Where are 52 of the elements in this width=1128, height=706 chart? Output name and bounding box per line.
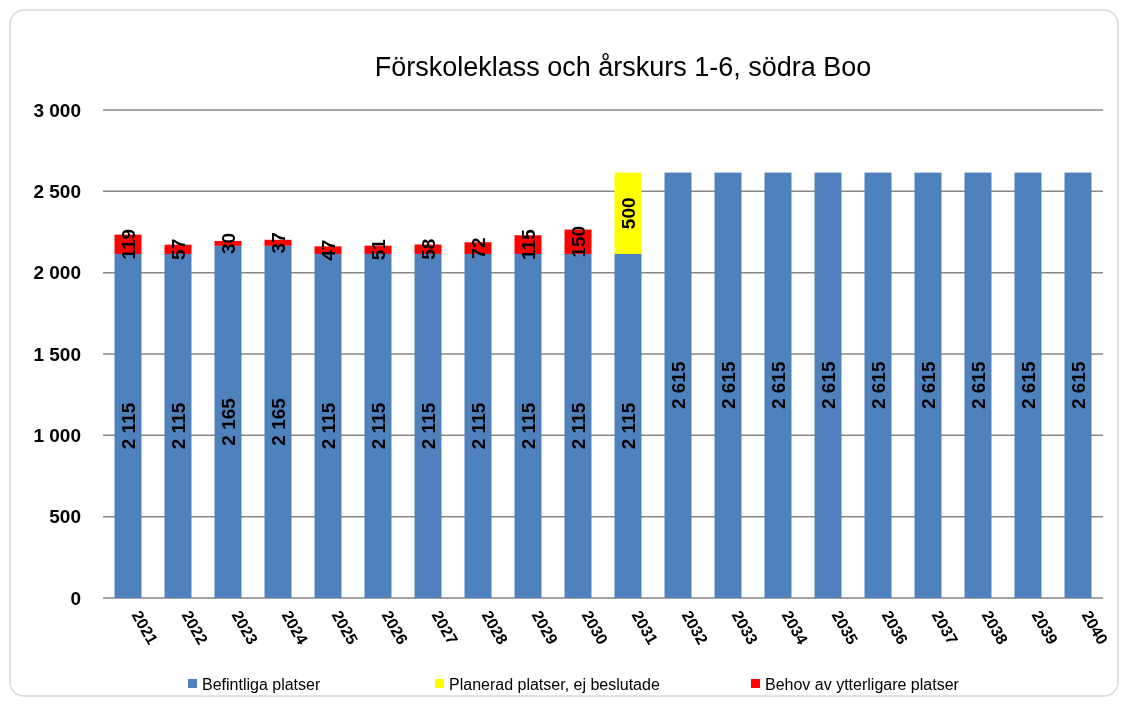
y-tick-label: 2 000 [33, 262, 81, 284]
data-label: 2 115 [617, 402, 639, 450]
data-label: 2 165 [217, 397, 239, 446]
y-tick-label: 1 000 [33, 424, 81, 446]
data-label: 2 615 [767, 361, 789, 410]
data-label: 150 [567, 225, 589, 258]
data-label: 47 [317, 239, 339, 261]
data-label: 2 115 [417, 402, 439, 450]
data-label: 2 115 [467, 402, 489, 450]
data-label: 2 615 [817, 361, 839, 410]
bar [714, 172, 742, 598]
data-label: 500 [617, 197, 639, 230]
data-label: 2 615 [667, 361, 689, 410]
y-tick-label: 500 [49, 506, 81, 528]
bar [914, 172, 942, 598]
data-label: 30 [217, 232, 239, 254]
data-label: 2 615 [1067, 361, 1089, 410]
data-label: 2 615 [967, 361, 989, 410]
legend-label: Planerad platser, ej beslutade [449, 675, 660, 693]
data-label: 2 115 [117, 402, 139, 450]
data-label: 2 115 [167, 402, 189, 450]
bar [814, 172, 842, 598]
data-label: 2 115 [317, 402, 339, 450]
chart-title: Förskoleklass och årskurs 1-6, södra Boo [374, 52, 872, 82]
y-tick-label: 1 500 [33, 343, 81, 365]
data-label: 2 115 [567, 402, 589, 450]
bar [864, 172, 892, 598]
data-label: 51 [367, 238, 389, 261]
data-label: 2 615 [1017, 361, 1039, 410]
data-label: 2 115 [367, 402, 389, 450]
data-label: 72 [467, 237, 489, 259]
legend-label: Behov av ytterligare platser [765, 675, 960, 693]
data-label: 2 165 [267, 397, 289, 446]
y-tick-label: 2 500 [33, 180, 81, 202]
data-label: 57 [167, 238, 189, 260]
y-tick-label: 0 [70, 587, 81, 609]
legend-label: Befintliga platser [202, 675, 321, 693]
data-label: 119 [117, 228, 139, 260]
data-label: 2 115 [517, 402, 539, 450]
data-label: 115 [517, 228, 539, 260]
bar [764, 172, 792, 598]
bar [964, 172, 992, 598]
data-label: 58 [417, 238, 439, 260]
data-label: 2 615 [717, 361, 739, 410]
data-label: 2 615 [867, 361, 889, 410]
data-label: 2 615 [917, 361, 939, 410]
y-tick-label: 3 000 [33, 99, 81, 121]
bar [1014, 172, 1042, 598]
data-label: 37 [267, 232, 289, 254]
bar [664, 172, 692, 598]
bar [614, 253, 642, 598]
bar [1064, 172, 1092, 598]
